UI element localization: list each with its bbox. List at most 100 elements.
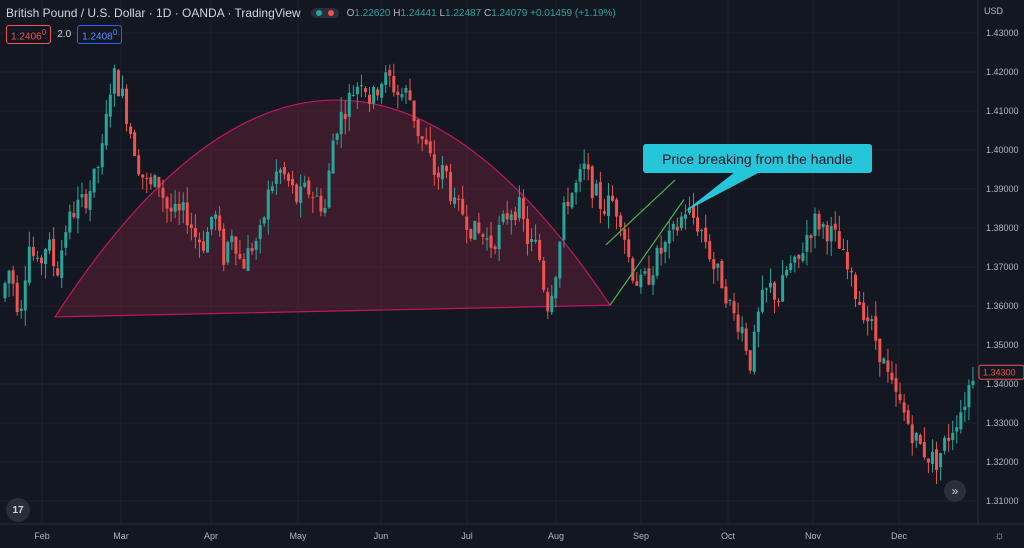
candle-body xyxy=(671,223,675,230)
candle-body xyxy=(651,275,655,286)
candle-body xyxy=(449,172,453,202)
candle-body xyxy=(712,259,716,270)
candle-body xyxy=(817,213,821,230)
candle-body xyxy=(137,155,141,175)
candle-body xyxy=(420,136,424,140)
price-tick-label: 1.36000 xyxy=(986,301,1019,311)
time-tick-label: Jun xyxy=(374,531,389,541)
scroll-to-realtime-button[interactable]: » xyxy=(944,480,966,502)
settings-gear-icon[interactable]: ☼ xyxy=(994,528,1005,542)
candle-body xyxy=(866,317,870,322)
candle-body xyxy=(590,166,594,199)
candle-body xyxy=(789,263,793,271)
candle-body xyxy=(23,280,27,311)
candle-body xyxy=(246,248,250,271)
candle-body xyxy=(104,113,108,146)
candle-body xyxy=(947,437,951,441)
candle-body xyxy=(19,308,23,312)
candle-body xyxy=(133,132,137,157)
candle-body xyxy=(218,215,222,231)
candle-body xyxy=(700,230,704,232)
candle-body xyxy=(331,140,335,174)
candle-body xyxy=(963,406,967,410)
candle-body xyxy=(752,331,756,372)
symbol-title[interactable]: British Pound / U.S. Dollar · 1D · OANDA… xyxy=(6,6,301,20)
candle-body xyxy=(311,197,315,199)
sell-price: 1.2406 xyxy=(11,31,42,43)
candle-body xyxy=(667,230,671,244)
last-price-label: 1.34300 xyxy=(983,367,1016,377)
candle-body xyxy=(189,224,193,229)
candle-body xyxy=(854,274,858,300)
candle-body xyxy=(497,224,501,250)
callout-pointer xyxy=(684,172,760,212)
candle-body xyxy=(659,247,663,254)
tradingview-logo[interactable]: 17 xyxy=(6,498,30,522)
candle-body xyxy=(125,88,129,124)
candle-body xyxy=(538,239,542,260)
trade-buttons: 1.24060 2.0 1.24080 xyxy=(6,25,123,45)
candle-body xyxy=(335,133,339,140)
candle-body xyxy=(704,227,708,242)
candle-body xyxy=(339,111,343,135)
candle-body xyxy=(323,207,327,213)
candle-body xyxy=(436,172,440,178)
candle-body xyxy=(521,198,525,220)
candle-body xyxy=(570,193,574,208)
market-status[interactable] xyxy=(310,8,339,18)
currency-selector[interactable]: USD xyxy=(984,6,1004,16)
candle-body xyxy=(396,91,400,96)
candle-body xyxy=(801,253,805,261)
candle-body xyxy=(96,166,100,169)
candle-body xyxy=(270,186,274,191)
candle-body xyxy=(926,458,930,463)
candle-body xyxy=(193,228,197,238)
candle-body xyxy=(254,241,258,250)
candle-body xyxy=(740,326,744,334)
candle-body xyxy=(813,213,817,236)
candle-body xyxy=(169,207,173,212)
candle-body xyxy=(914,433,918,441)
market-open-dot xyxy=(315,10,322,16)
price-tick-label: 1.42000 xyxy=(986,67,1019,77)
candle-body xyxy=(878,338,882,363)
sell-price-sup: 0 xyxy=(41,27,47,37)
candle-body xyxy=(173,203,177,212)
candle-body xyxy=(327,170,331,208)
candle-body xyxy=(473,220,477,240)
sell-button[interactable]: 1.24060 xyxy=(6,25,52,45)
candle-body xyxy=(623,229,627,240)
candle-body xyxy=(708,241,712,260)
candle-body xyxy=(890,372,894,380)
candle-body xyxy=(606,195,610,216)
candle-body xyxy=(554,277,558,299)
candle-body xyxy=(72,212,76,218)
candle-body xyxy=(882,358,886,364)
candle-body xyxy=(453,197,457,204)
candle-body xyxy=(347,92,351,117)
candle-body xyxy=(428,141,432,154)
candle-body xyxy=(768,282,772,288)
candle-body xyxy=(643,271,647,274)
candle-body xyxy=(404,87,408,93)
candle-body xyxy=(513,211,517,221)
candle-body xyxy=(530,239,534,243)
buy-button[interactable]: 1.24080 xyxy=(77,25,123,45)
candle-body xyxy=(145,177,149,179)
candle-body xyxy=(793,256,797,263)
candle-body xyxy=(858,301,862,305)
candle-body xyxy=(777,301,781,303)
candle-body xyxy=(586,164,590,170)
candle-body xyxy=(388,70,392,76)
candle-body xyxy=(461,198,465,215)
time-tick-label: Jul xyxy=(461,531,473,541)
candle-body xyxy=(120,88,124,97)
candle-body xyxy=(108,94,112,117)
candle-body xyxy=(416,119,420,136)
candle-body xyxy=(862,302,866,321)
buy-price-sup: 0 xyxy=(112,27,118,37)
candle-body xyxy=(639,274,643,288)
candle-body xyxy=(307,180,311,195)
double-chevron-right-icon: » xyxy=(951,484,959,498)
